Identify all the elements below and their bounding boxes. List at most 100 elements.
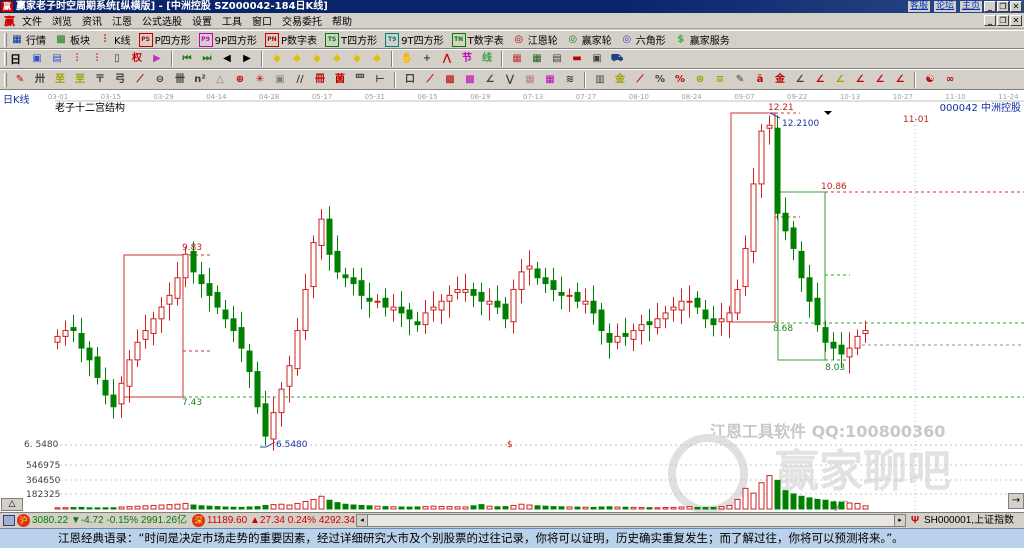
pen-icon[interactable]: ✎ [15,73,25,85]
draw-icon[interactable]: ⟋ [136,73,144,85]
menu-tools[interactable]: 工具 [222,17,242,28]
shenzhen-quote[interactable]: 11189.60 ▲27.34 0.24% 4292.34 [207,515,355,526]
close-button[interactable]: ✕ [1010,1,1022,12]
bars-2-icon[interactable]: ▥ [595,73,605,85]
scroll-right-arrow-icon[interactable]: ▸ [894,515,905,526]
flag-icon[interactable]: ▶ [153,53,161,64]
angle-2-icon[interactable]: ∠ [795,73,805,85]
shanghai-quote[interactable]: 3080.22 ▼-4.72 -0.15% 2991.26亿 [32,515,188,526]
angle-icon[interactable]: ∠ [485,73,495,85]
candle-icon[interactable]: ▯ [114,53,120,64]
gann-icon[interactable]: 线 [482,53,492,64]
table-icon[interactable]: ▦ [525,73,535,85]
menu-gann[interactable]: 江恩 [112,17,132,28]
fib-6-icon[interactable]: ∠ [875,73,885,85]
star-icon[interactable]: ✳ [255,73,265,85]
toolbar-button-blocks[interactable]: ▩ 板块 [54,32,90,48]
coin-icon[interactable]: ⊛ [695,73,705,85]
diamond-1-icon[interactable]: ◆ [273,53,281,64]
expand-panel-button[interactable]: △ [1,498,23,511]
fib-1-icon[interactable]: ā [756,73,764,85]
toolbar-button-winner-wheel[interactable]: ◎ 赢家轮 [566,32,611,48]
toolbar-grip[interactable] [4,52,7,66]
chart-view-icon[interactable]: ▣ [32,53,42,64]
infinity-icon[interactable]: ∞ [945,73,955,85]
fan-icon[interactable]: 〒 [95,73,105,85]
notes-icon[interactable]: ▤ [552,53,562,64]
gold-icon[interactable]: 金 [615,73,625,85]
toolbar-button-kline[interactable]: ⫶ K线 [98,32,131,48]
percent-lines-icon[interactable]: % [674,73,686,85]
triangle-icon[interactable]: △ [216,73,224,85]
calendar-grid-icon[interactable]: ▤ [52,53,62,64]
box-icon[interactable]: ▣ [275,73,285,85]
diamond-6-icon[interactable]: ◆ [373,53,381,64]
kline-chart[interactable]: 03-01 03-15 03-29 04-14 04-28 05-17 05-31 06-15… [0,90,1024,512]
toolbar-button-pn[interactable]: PN P数字表 [265,32,317,47]
menu-browse[interactable]: 浏览 [52,17,72,28]
gold-line-2-icon[interactable]: 至 [75,73,85,85]
last-icon[interactable]: ⏭ [202,53,212,64]
toolbar-button-gann-wheel[interactable]: ◎ 江恩轮 [512,32,557,48]
zigzag-icon[interactable]: ⋁ [505,73,515,85]
save-icon[interactable]: ▬ [572,53,582,64]
diamond-5-icon[interactable]: ◆ [353,53,361,64]
section-icon[interactable]: 节 [462,53,472,64]
toolbar-button-hexagon[interactable]: ◎ 六角形 [620,32,665,48]
toolbar-grip[interactable] [4,32,7,47]
minimize-button[interactable]: _ [984,1,996,12]
square-icon[interactable]: 口 [405,73,415,85]
pencil-icon[interactable]: ✎ [735,73,745,85]
menu-window[interactable]: 窗口 [252,17,272,28]
scroll-right-button[interactable]: → [1008,493,1024,509]
parallel-icon[interactable]: // [296,73,304,85]
fib-3-icon[interactable]: ∠ [815,73,825,85]
homepage-link[interactable]: 主页 [960,1,983,12]
print-icon[interactable]: ▣ [592,53,602,64]
wave-icon[interactable]: ⋀ [442,53,452,64]
calculator-icon[interactable]: ▦ [532,53,542,64]
cycle-lines-icon[interactable]: 卌 [175,73,185,85]
keyboard-icon[interactable] [3,515,15,526]
grid-icon[interactable]: 卅 [35,73,45,85]
child-restore-button[interactable]: ❐ [997,15,1009,26]
lines-icon[interactable]: ≋ [565,73,575,85]
fib-4-icon[interactable]: ∠ [835,73,845,85]
toolbar-button-p9[interactable]: P9 9P四方形 [198,32,257,47]
forum-link[interactable]: 论坛 [934,1,957,12]
table-2-icon[interactable]: ▦ [545,73,555,85]
toolbar-button-t9[interactable]: T9 9T四方形 [385,32,444,47]
toolbar-button-ts[interactable]: TS T四方形 [325,32,377,47]
diamond-4-icon[interactable]: ◆ [333,53,341,64]
bars-icon[interactable]: 罒 [355,73,365,85]
child-minimize-button[interactable]: _ [984,15,996,26]
restore-button[interactable]: ❐ [997,1,1009,12]
diamond-3-icon[interactable]: ◆ [313,53,321,64]
calendar-21-icon[interactable]: ▦ [512,53,522,64]
horizontal-scrollbar[interactable]: ◂ ▸ [356,514,906,527]
mesh-icon[interactable]: 菌 [335,73,345,85]
spiral-icon[interactable]: 弓 [115,73,125,85]
chart-canvas[interactable]: 03-01 03-15 03-29 04-14 04-28 05-17 05-31 06-15… [0,90,1024,512]
truck-icon[interactable]: ⛟ [610,53,624,64]
customer-service-link[interactable]: 客服 [908,1,931,12]
width-icon[interactable]: ⊢ [375,73,385,85]
grid-box-icon[interactable]: ▩ [445,73,455,85]
gold-lines-icon[interactable]: ≡ [715,73,725,85]
circle-icon[interactable]: ⊖ [155,73,165,85]
diamond-2-icon[interactable]: ◆ [293,53,301,64]
gann-fan-icon[interactable]: ⟋ [426,73,434,85]
menu-trade[interactable]: 交易委托 [282,17,322,28]
fib-7-icon[interactable]: ∠ [895,73,905,85]
fib-5-icon[interactable]: ∠ [855,73,865,85]
toolbar-button-calendar[interactable]: ▦ 行情 [10,32,46,48]
child-close-button[interactable]: ✕ [1010,15,1022,26]
period-dropdown[interactable]: 日 [10,53,21,66]
toolbar-grip[interactable] [4,72,7,87]
target-icon[interactable]: ⊕ [235,73,245,85]
percent-icon[interactable]: % [654,73,666,85]
fib-2-icon[interactable]: 金 [775,73,785,85]
menu-news[interactable]: 资讯 [82,17,102,28]
toolbar-button-tn[interactable]: TN T数字表 [451,32,504,47]
crosshair-icon[interactable]: + [422,53,432,64]
